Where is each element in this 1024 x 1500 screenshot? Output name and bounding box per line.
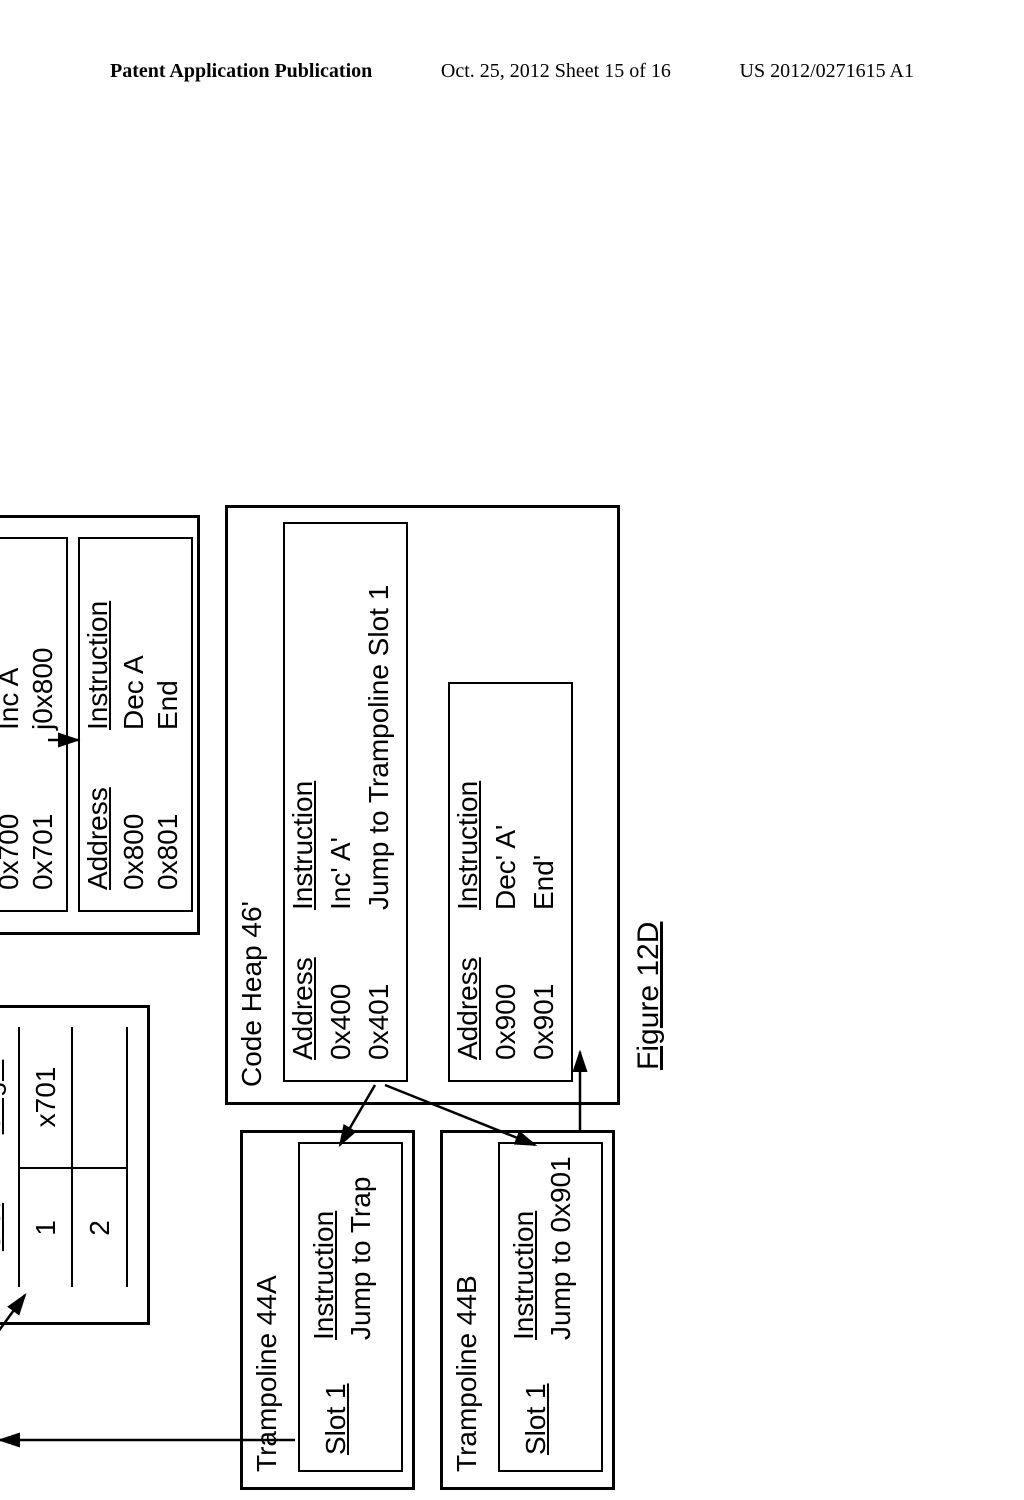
trampoline-44a-box: Trampoline 44A Slot 1 Instruction Jump t… [240,1130,415,1490]
header-mid: Oct. 25, 2012 Sheet 15 of 16 [441,60,671,83]
ch-a-r1-instr: Jump to Trampoline Slot 1 [363,585,395,910]
ch-b-r0-addr: 0x900 [490,984,522,1060]
app-b-h0: Address [82,787,114,890]
app-b-r0-instr: Dec A [118,655,150,730]
tramp44b-title: Trampoline 44B [451,1275,483,1472]
app-b-r1-instr: End [152,680,184,730]
tramp44b-inner: Slot 1 Instruction Jump to 0x901 [498,1142,603,1472]
slot-r1-slot: 2 [84,1220,116,1236]
page-header: Patent Application Publication Oct. 25, … [0,60,1024,83]
slot-table-r0c0: 1 [18,1167,73,1287]
trampoline-44b-box: Trampoline 44B Slot 1 Instruction Jump t… [440,1130,615,1490]
ch-a-h1: Instruction [287,781,319,910]
application-box: Application 32 Address Instruction 0x700… [0,515,200,935]
ch-b-r0-instr: Dec' A' [490,825,522,910]
tramp44a-slot-h: Slot 1 [320,1383,352,1455]
code-heap-box: Code Heap 46' Address Instruction 0x400 … [225,505,620,1105]
app-block-b: Address Instruction 0x800 Dec A 0x801 En… [78,537,193,912]
tramp44b-instr-h: Instruction [508,1211,540,1340]
tramp44a-inner: Slot 1 Instruction Jump to Trap [298,1142,403,1472]
ch-a-r0-addr: 0x400 [325,984,357,1060]
ch-b-r1-addr: 0x901 [528,984,560,1060]
app-a-r1-addr: 0x701 [27,814,59,890]
app-a-r0-addr: 0x700 [0,814,25,890]
tramp44b-instr: Jump to 0x901 [545,1156,577,1340]
tramp44a-instr: Jump to Trap [345,1177,377,1340]
slot-table-r0c1: x701 [18,1027,73,1167]
slot-r0-slot: 1 [30,1220,62,1236]
figure-caption: Figure 12D [632,922,666,1070]
app-a-r1-instr: j0x800 [27,647,59,730]
ch-b-h1: Instruction [452,781,484,910]
slot-header-0: Slot [0,1203,7,1251]
ch-a-h0: Address [287,957,319,1060]
app-a-r0-instr: Inc A [0,668,25,730]
slot-table-box: Trampoline Slot Table 48 Slot Origin 1 x… [0,1005,150,1325]
app-b-r0-addr: 0x800 [118,814,150,890]
codeheap-a: Address Instruction 0x400 Inc' A' 0x401 … [283,522,408,1082]
app-b-r1-addr: 0x801 [152,814,184,890]
codeheap-b: Address Instruction 0x900 Dec' A' 0x901 … [448,682,573,1082]
app-block-a: Address Instruction 0x700 Inc A 0x701 j0… [0,537,68,912]
diagram-root: Trap Trampoline Slot Table 48 Slot Origi… [0,490,670,1500]
ch-b-r1-instr: End' [528,855,560,910]
tramp44a-instr-h: Instruction [308,1211,340,1340]
header-left: Patent Application Publication [110,60,372,83]
ch-a-r1-addr: 0x401 [363,984,395,1060]
slot-table-h0: Slot [0,1167,18,1287]
slot-header-1: Origin [0,1060,7,1135]
slot-table-r1c0: 2 [73,1167,128,1287]
slot-table-r1c1 [73,1027,128,1167]
ch-b-h0: Address [452,957,484,1060]
ch-a-r0-instr: Inc' A' [325,837,357,910]
tramp44b-slot-h: Slot 1 [520,1383,552,1455]
codeheap-title: Code Heap 46' [236,901,268,1087]
app-b-h1: Instruction [82,601,114,730]
header-right: US 2012/0271615 A1 [740,60,914,83]
tramp44a-title: Trampoline 44A [251,1275,283,1472]
slot-table-h1: Origin [0,1027,18,1167]
slot-r0-origin: x701 [30,1067,62,1128]
